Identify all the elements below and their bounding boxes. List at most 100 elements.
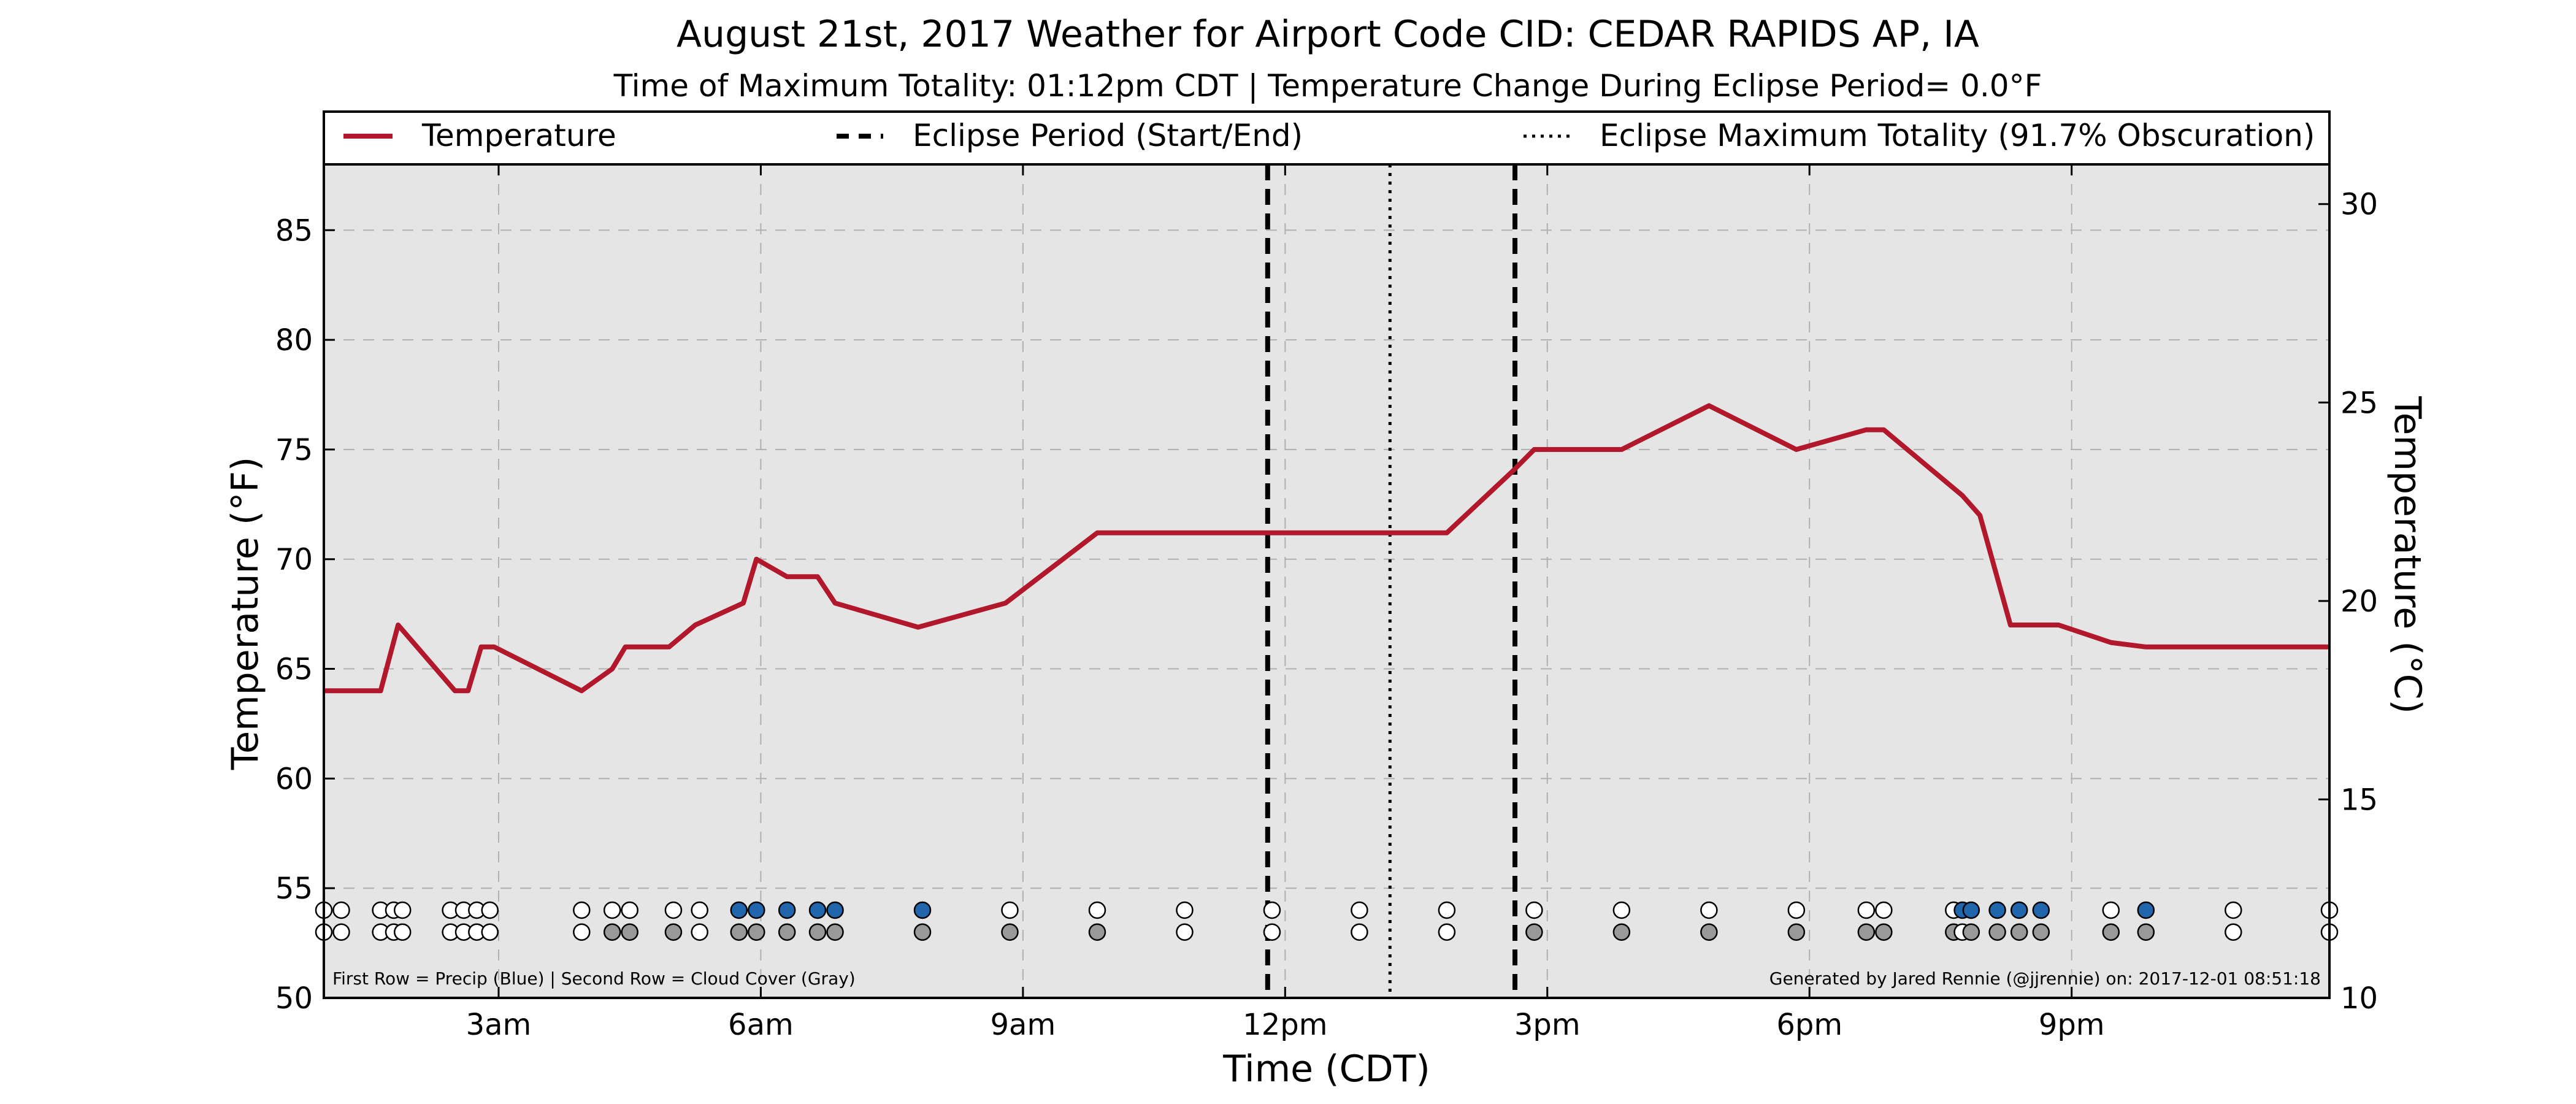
cloud-marker (778, 923, 796, 941)
precip-marker (826, 901, 844, 919)
x-tick-label: 9pm (2039, 1008, 2105, 1042)
cloud-marker (621, 923, 638, 941)
precip-marker (1176, 901, 1194, 919)
precip-marker (730, 901, 748, 919)
y-axis-right-label: Temperature (°C) (2386, 396, 2429, 714)
cloud-marker (808, 923, 827, 941)
y-tick-label: 75 (275, 433, 313, 467)
cloud-marker (1962, 923, 1980, 941)
cloud-marker (1857, 923, 1876, 941)
cloud-marker (1088, 923, 1106, 941)
cloud-marker (393, 923, 412, 941)
cloud-marker (1176, 923, 1194, 941)
y-tick-label: 70 (275, 543, 313, 577)
precip-marker (1962, 901, 1980, 919)
x-tick-label: 9am (991, 1008, 1056, 1042)
precip-marker (1612, 901, 1631, 919)
cloud-marker (1525, 923, 1543, 941)
precip-marker (1438, 901, 1456, 919)
y-tick-label: 85 (275, 213, 313, 248)
cloud-marker (2225, 923, 2242, 941)
precip-marker (1001, 901, 1019, 919)
cloud-marker (1875, 923, 1893, 941)
cloud-marker (730, 923, 748, 941)
y-tick-label: 50 (275, 981, 313, 1016)
weather-markers (315, 901, 2339, 941)
cloud-marker (603, 923, 621, 941)
cloud-marker (1700, 923, 1718, 941)
cloud-marker (2032, 923, 2050, 941)
precip-marker (2032, 901, 2050, 919)
precip-marker (808, 901, 827, 919)
y-tick-label: 55 (275, 872, 313, 906)
y-right-tick-label: 15 (2340, 783, 2378, 817)
legend-max-totality-label: Eclipse Maximum Totality (91.7% Obscurat… (1600, 118, 2315, 153)
precip-marker (1351, 901, 1368, 919)
cloud-marker (1351, 923, 1368, 941)
legend-eclipse-period-label: Eclipse Period (Start/End) (913, 118, 1303, 153)
cloud-marker (1438, 923, 1456, 941)
axis-ticks: 3am 6am 9am 12pm 3pm 6pm 9pm 50 55 60 65 70 75 80 85 10… (275, 164, 2378, 1042)
precip-marker (1787, 901, 1806, 919)
precip-marker (1525, 901, 1543, 919)
precip-marker (603, 901, 621, 919)
y-right-tick-label: 25 (2340, 386, 2378, 420)
chart-title: August 21st, 2017 Weather for Airport Co… (677, 13, 1979, 56)
precip-marker (481, 901, 499, 919)
precip-marker (1700, 901, 1718, 919)
cloud-marker (573, 923, 591, 941)
cloud-marker (1001, 923, 1019, 941)
precip-marker (2102, 901, 2120, 919)
precip-marker (1088, 901, 1106, 919)
precip-marker (573, 901, 591, 919)
precip-marker (393, 901, 412, 919)
annotation-bottom-right: Generated by Jared Rennie (@jjrennie) on… (1769, 968, 2321, 989)
cloud-marker (1787, 923, 1806, 941)
precip-marker (1988, 901, 2006, 919)
plot-area (324, 164, 2329, 998)
legend-box (323, 110, 2331, 166)
cloud-marker (2137, 923, 2155, 941)
cloud-marker (691, 923, 708, 941)
cloud-marker (2102, 923, 2120, 941)
x-tick-label: 3pm (1514, 1008, 1581, 1042)
y-right-tick-label: 30 (2340, 188, 2378, 222)
y-tick-label: 60 (275, 762, 313, 796)
x-tick-label: 3am (466, 1008, 532, 1042)
annotation-bottom-left: First Row = Precip (Blue) | Second Row =… (332, 968, 856, 989)
cloud-marker (913, 923, 932, 941)
cloud-marker (826, 923, 844, 941)
precip-marker (1857, 901, 1876, 919)
precip-marker (778, 901, 796, 919)
cloud-marker (1988, 923, 2006, 941)
precip-marker (2010, 901, 2028, 919)
y-tick-label: 65 (275, 653, 313, 687)
cloud-marker (481, 923, 499, 941)
precip-marker (1263, 901, 1281, 919)
precip-marker (2137, 901, 2155, 919)
cloud-marker (1263, 923, 1281, 941)
precip-marker (2225, 901, 2242, 919)
x-tick-label: 6am (728, 1008, 794, 1042)
precip-marker (691, 901, 708, 919)
x-tick-label: 6pm (1776, 1008, 1842, 1042)
chart-subtitle: Time of Maximum Totality: 01:12pm CDT | … (613, 68, 2042, 104)
cloud-marker (1612, 923, 1631, 941)
precip-marker (1875, 901, 1893, 919)
cloud-marker (748, 923, 765, 941)
eclipse-lines (1265, 164, 1518, 998)
grid-lines (324, 164, 2329, 998)
cloud-marker (2010, 923, 2028, 941)
x-axis-label: Time (CDT) (1222, 1048, 1430, 1091)
legend-temperature-label: Temperature (421, 118, 616, 153)
y-right-tick-label: 10 (2340, 981, 2378, 1016)
y-tick-label: 80 (275, 323, 313, 358)
precip-marker (913, 901, 932, 919)
cloud-marker (332, 923, 350, 941)
series-layer (324, 403, 2329, 694)
temperature-line (324, 403, 2329, 694)
precip-marker (664, 901, 683, 919)
y-axis-label: Temperature (°F) (224, 457, 267, 770)
legend: Temperature Eclipse Period (Start/End) E… (323, 110, 2331, 166)
